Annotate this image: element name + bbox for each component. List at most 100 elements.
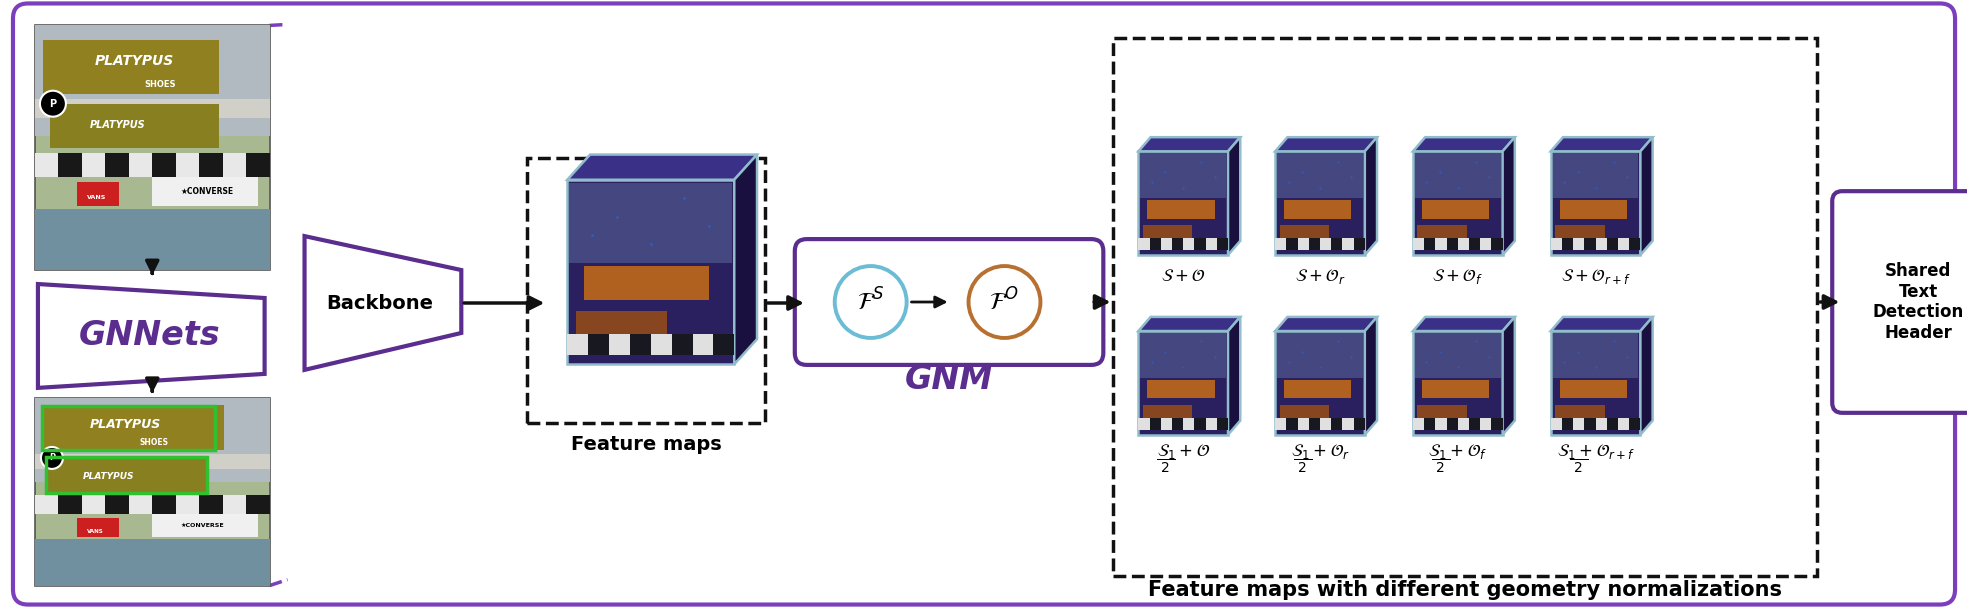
Polygon shape xyxy=(1503,317,1515,435)
Bar xyxy=(1436,418,1446,429)
Bar xyxy=(1629,418,1641,429)
Bar xyxy=(1160,418,1172,429)
Text: $\mathcal{S}_1+\mathcal{O}_r$: $\mathcal{S}_1+\mathcal{O}_r$ xyxy=(1290,442,1349,461)
Bar xyxy=(59,496,83,514)
Bar xyxy=(175,496,199,514)
Bar xyxy=(1596,418,1608,429)
Bar xyxy=(1184,418,1194,429)
Bar xyxy=(1584,238,1596,250)
Bar xyxy=(35,539,270,586)
Text: ★CONVERSE: ★CONVERSE xyxy=(181,523,225,528)
Text: $\mathcal{S}+\mathcal{O}_{r+f}$: $\mathcal{S}+\mathcal{O}_{r+f}$ xyxy=(1560,267,1631,286)
Polygon shape xyxy=(1641,317,1653,435)
Bar xyxy=(246,496,270,514)
Bar xyxy=(1479,418,1491,429)
FancyBboxPatch shape xyxy=(1832,191,1970,413)
Bar xyxy=(77,518,120,537)
Polygon shape xyxy=(1412,137,1515,151)
Bar xyxy=(1172,418,1184,429)
Polygon shape xyxy=(305,236,461,370)
Bar xyxy=(35,99,270,119)
Bar xyxy=(1143,405,1192,419)
Bar xyxy=(1184,238,1194,250)
Bar xyxy=(1422,200,1489,219)
Bar xyxy=(1446,238,1458,250)
Bar xyxy=(152,496,175,514)
Bar xyxy=(1150,418,1160,429)
Bar xyxy=(650,334,672,355)
Bar xyxy=(1418,405,1468,419)
Bar xyxy=(1320,418,1332,429)
Bar xyxy=(128,496,152,514)
FancyBboxPatch shape xyxy=(1550,331,1641,435)
FancyBboxPatch shape xyxy=(794,239,1103,365)
Bar xyxy=(1608,238,1617,250)
Text: Feature maps: Feature maps xyxy=(571,435,721,454)
Text: $\overline{\ 2\ }$: $\overline{\ 2\ }$ xyxy=(1292,458,1312,477)
Bar xyxy=(1284,380,1351,398)
Bar xyxy=(199,496,223,514)
Bar xyxy=(1550,418,1562,429)
Bar xyxy=(1150,238,1160,250)
Polygon shape xyxy=(1275,317,1377,331)
Bar xyxy=(589,334,609,355)
Bar xyxy=(1550,238,1562,250)
Bar xyxy=(1554,225,1604,240)
Text: $\mathcal{S}+\mathcal{O}$: $\mathcal{S}+\mathcal{O}$ xyxy=(1160,268,1206,285)
Bar xyxy=(152,177,258,207)
Text: P: P xyxy=(49,454,55,463)
Bar xyxy=(152,514,258,537)
Polygon shape xyxy=(1365,137,1377,255)
Bar xyxy=(1308,418,1320,429)
Bar xyxy=(83,153,104,177)
Bar xyxy=(1141,333,1225,378)
Text: $\mathcal{F}^S$: $\mathcal{F}^S$ xyxy=(857,288,885,316)
Bar xyxy=(41,406,225,451)
Bar xyxy=(1458,418,1470,429)
Bar xyxy=(83,496,104,514)
Text: SHOES: SHOES xyxy=(144,80,175,89)
Text: ★CONVERSE: ★CONVERSE xyxy=(181,187,234,196)
FancyBboxPatch shape xyxy=(1412,331,1503,435)
Bar xyxy=(583,266,709,300)
Bar xyxy=(1562,238,1574,250)
Polygon shape xyxy=(567,154,756,180)
Bar xyxy=(1342,238,1353,250)
Circle shape xyxy=(41,447,63,469)
Bar xyxy=(1562,418,1574,429)
Bar xyxy=(1560,380,1627,398)
FancyBboxPatch shape xyxy=(1412,151,1503,255)
Bar xyxy=(1353,418,1365,429)
Bar xyxy=(1552,153,1639,198)
Polygon shape xyxy=(1139,317,1241,331)
Bar xyxy=(1308,238,1320,250)
FancyBboxPatch shape xyxy=(1139,151,1227,255)
Bar xyxy=(1280,225,1330,240)
Polygon shape xyxy=(1641,137,1653,255)
Bar xyxy=(1280,405,1330,419)
Text: $\overline{\ 2\ }$: $\overline{\ 2\ }$ xyxy=(1156,458,1176,477)
Polygon shape xyxy=(1227,137,1241,255)
Bar xyxy=(1479,238,1491,250)
Bar xyxy=(1574,238,1584,250)
Bar xyxy=(713,334,735,355)
Bar xyxy=(1217,238,1227,250)
Text: PLATYPUS: PLATYPUS xyxy=(95,54,173,67)
Bar xyxy=(1424,238,1436,250)
Circle shape xyxy=(835,266,906,338)
FancyBboxPatch shape xyxy=(567,180,735,364)
Bar xyxy=(1172,238,1184,250)
Text: VANS: VANS xyxy=(87,529,102,534)
Text: Feature maps with different geometry normalizations: Feature maps with different geometry nor… xyxy=(1149,579,1783,599)
Polygon shape xyxy=(1550,137,1653,151)
Text: GNM: GNM xyxy=(904,364,993,396)
Bar xyxy=(1298,418,1308,429)
Polygon shape xyxy=(1365,317,1377,435)
Bar xyxy=(609,334,630,355)
Bar xyxy=(35,454,270,469)
Bar xyxy=(35,26,270,136)
Bar xyxy=(1141,153,1225,198)
Bar xyxy=(1284,200,1351,219)
FancyBboxPatch shape xyxy=(1139,331,1227,435)
Polygon shape xyxy=(1275,137,1377,151)
